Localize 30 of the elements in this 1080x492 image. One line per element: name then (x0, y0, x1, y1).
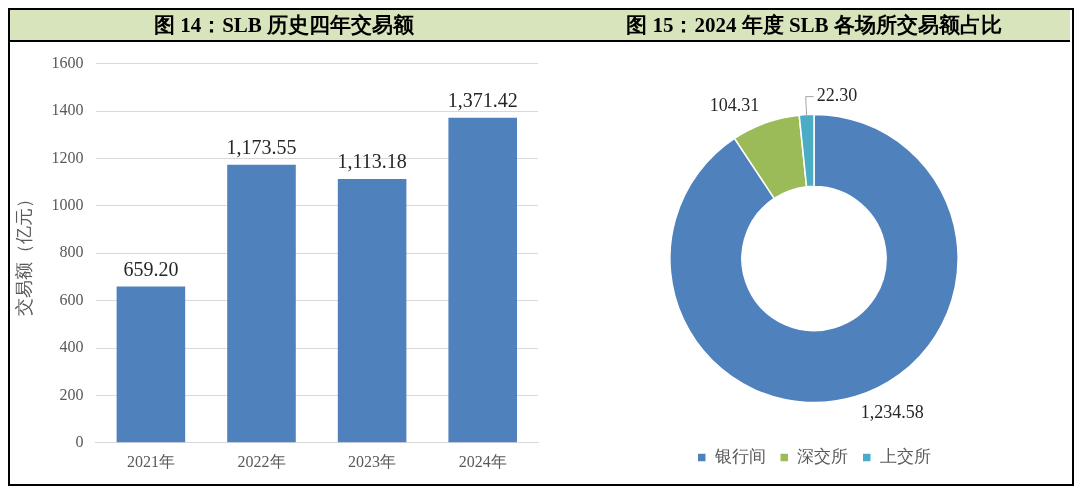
data-label: 104.31 (709, 94, 760, 115)
y-tick-label: 1400 (51, 101, 84, 119)
y-tick-label: 600 (59, 290, 84, 308)
chart-title: 图 14：SLB 历史四年交易额 (10, 10, 558, 42)
x-tick-label: 2024年 (458, 452, 507, 470)
data-label: 1,234.58 (860, 402, 924, 423)
bar (337, 178, 407, 443)
y-tick-label: 200 (59, 385, 84, 403)
legend-label: 上交所 (879, 446, 931, 466)
legend-label: 银行间 (713, 446, 766, 466)
bar (227, 164, 296, 443)
y-tick-label: 1200 (51, 148, 84, 166)
x-tick-label: 2021年 (126, 452, 175, 470)
chart-title: 图 15：2024 年度 SLB 各场所交易额占比 (558, 10, 1070, 42)
y-axis-title: 交易额（亿元） (13, 190, 34, 317)
y-tick-label: 400 (59, 338, 84, 356)
x-tick-label: 2022年 (237, 452, 286, 470)
data-label: 1,113.18 (337, 150, 407, 173)
x-tick-label: 2023年 (348, 452, 397, 470)
y-tick-label: 800 (59, 243, 84, 261)
data-label: 1,371.42 (447, 89, 518, 112)
y-tick-label: 1000 (51, 196, 84, 213)
bar (448, 117, 517, 443)
legend-label: 深交所 (797, 446, 849, 466)
y-tick-label: 0 (75, 433, 84, 450)
data-label: 659.20 (123, 257, 179, 280)
data-label: 22.30 (816, 85, 858, 106)
y-tick-label: 1600 (51, 53, 84, 71)
data-label: 1,173.55 (226, 135, 297, 158)
bar (116, 286, 186, 443)
